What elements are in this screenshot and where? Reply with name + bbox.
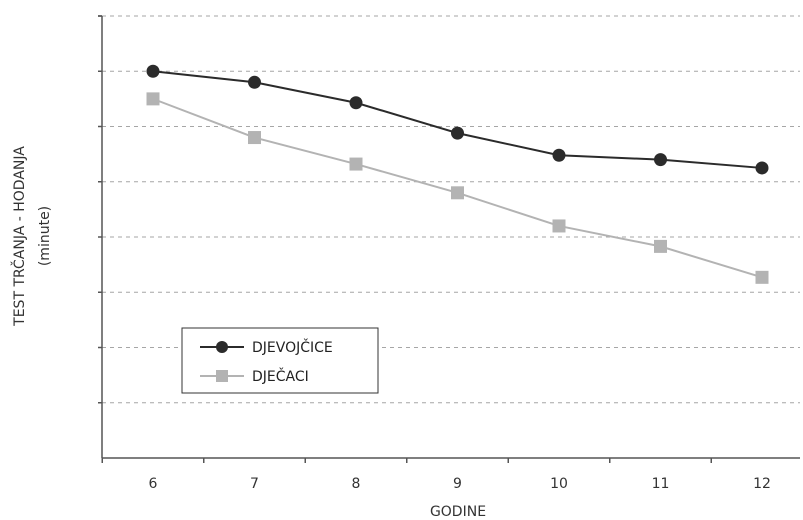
- series-djecaci: [146, 92, 769, 284]
- series-djevojcice: [146, 64, 769, 175]
- x-tick-label: 7: [250, 476, 259, 492]
- data-point-djevojcice: [146, 64, 160, 78]
- data-point-djecaci: [248, 131, 261, 145]
- data-point-djecaci: [552, 219, 566, 233]
- x-axis-title: GODINE: [430, 504, 486, 520]
- legend-marker-djecaci: [216, 370, 228, 382]
- y-axis-title: TEST TRČANJA - HODANJA: [10, 146, 28, 327]
- axis-ticks: 6 7 8 9 10 11 12: [98, 15, 771, 492]
- data-point-djecaci: [349, 157, 363, 171]
- legend: DJEVOJČICE DJEČACI: [181, 327, 379, 394]
- data-point-djecaci: [654, 239, 667, 253]
- legend-label-djevojcice: DJEVOJČICE: [252, 338, 333, 356]
- y-axis-unit: (minute): [37, 206, 53, 266]
- data-point-djevojcice: [451, 126, 464, 140]
- legend-marker-djevojcice: [216, 341, 228, 353]
- data-point-djevojcice: [552, 148, 566, 162]
- data-point-djecaci: [146, 92, 160, 106]
- data-point-djevojcice: [248, 75, 261, 89]
- data-series: [146, 64, 769, 284]
- data-point-djecaci: [451, 186, 464, 200]
- series-line-djevojcice: [152, 70, 763, 169]
- data-point-djevojcice: [349, 96, 363, 110]
- x-tick-label: 10: [550, 476, 568, 492]
- x-tick-label: 8: [352, 476, 361, 492]
- data-point-djevojcice: [654, 153, 667, 167]
- x-tick-label: 6: [149, 476, 158, 492]
- x-tick-label: 11: [652, 476, 670, 492]
- legend-box: [181, 327, 379, 394]
- x-tick-label: 12: [753, 476, 771, 492]
- x-tick-label: 9: [453, 476, 462, 492]
- legend-label-djecaci: DJEČACI: [252, 367, 309, 385]
- data-point-djevojcice: [755, 161, 769, 175]
- data-point-djecaci: [755, 270, 769, 284]
